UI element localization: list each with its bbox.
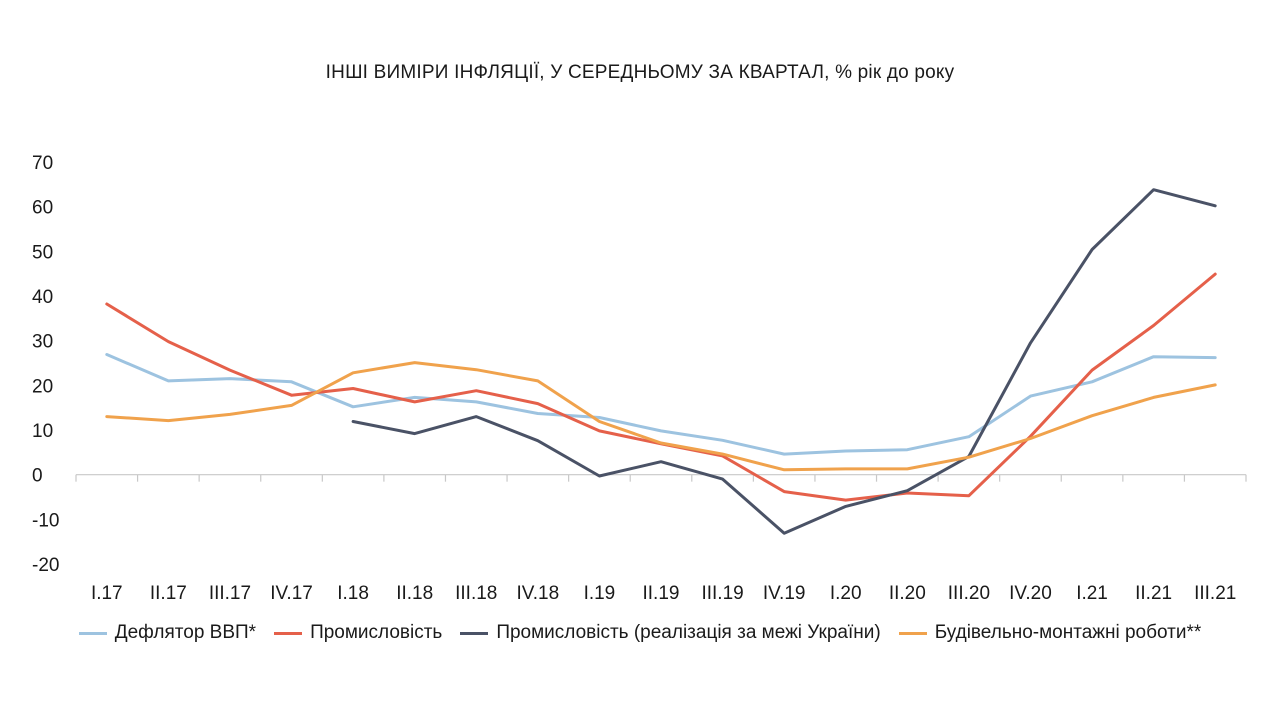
y-tick-label: 50 <box>32 242 53 263</box>
x-tick-label: II.17 <box>150 583 187 604</box>
x-tick-label: III.21 <box>1194 583 1236 604</box>
x-tick-label: I.21 <box>1076 583 1108 604</box>
y-axis-tick-labels: 70 60 50 40 30 20 10 0 -10 -20 <box>32 153 59 576</box>
series-line-4 <box>105 361 1217 472</box>
x-tick-label: IV.17 <box>270 583 313 604</box>
series-line-1 <box>105 353 1217 456</box>
x-tick-label: II.20 <box>889 583 926 604</box>
chart-title: ІНШІ ВИМІРИ ІНФЛЯЦІЇ, У СЕРЕДНЬОМУ ЗА КВ… <box>325 62 955 83</box>
legend-swatch <box>274 631 303 635</box>
y-tick-label: -20 <box>32 555 59 576</box>
legend-swatch <box>460 631 489 635</box>
legend-item-3: Промисловість (реалізація за межі Україн… <box>460 622 881 644</box>
series-line-3 <box>351 188 1217 535</box>
x-tick-label: I.20 <box>830 583 862 604</box>
legend-label: Промисловість (реалізація за межі Україн… <box>496 622 881 643</box>
series-line-2 <box>105 272 1217 502</box>
legend-item-4: Будівельно-монтажні роботи** <box>898 622 1202 644</box>
y-tick-label: 70 <box>32 153 53 174</box>
x-tick-label: IV.20 <box>1009 583 1052 604</box>
y-tick-label: -10 <box>32 510 59 531</box>
legend-label: Промисловість <box>310 622 443 643</box>
x-tick-label: IV.18 <box>517 583 560 604</box>
legend-swatch <box>78 631 107 635</box>
x-tick-label: III.19 <box>701 583 743 604</box>
x-tick-label: I.18 <box>337 583 369 604</box>
y-tick-label: 20 <box>32 376 53 397</box>
x-tick-label: I.19 <box>584 583 616 604</box>
legend-swatch <box>898 631 927 635</box>
y-tick-label: 10 <box>32 421 53 442</box>
y-tick-label: 60 <box>32 198 53 219</box>
y-tick-label: 30 <box>32 332 53 353</box>
y-tick-label: 40 <box>32 287 53 308</box>
legend-item-2: Промисловість <box>274 622 442 644</box>
x-tick-label: II.18 <box>396 583 433 604</box>
y-tick-label: 0 <box>32 466 43 487</box>
x-tick-label: II.19 <box>643 583 680 604</box>
x-tick-label: III.18 <box>455 583 497 604</box>
chart-legend: Дефлятор ВВП* Промисловість Промисловість … <box>0 622 1280 644</box>
x-tick-label: III.17 <box>209 583 251 604</box>
x-tick-label: III.20 <box>948 583 990 604</box>
legend-item-1: Дефлятор ВВП* <box>78 622 257 644</box>
x-axis-tick-labels: I.17 II.17 III.17 IV.17 I.18 II.18 III.18 IV.18… <box>91 583 1236 604</box>
x-tick-label: IV.19 <box>763 583 806 604</box>
legend-label: Дефлятор ВВП* <box>114 622 257 643</box>
series-lines <box>105 188 1217 535</box>
legend-label: Будівельно-монтажні роботи** <box>934 622 1202 643</box>
x-tick-label: I.17 <box>91 583 123 604</box>
x-axis <box>75 474 1247 482</box>
x-tick-label: II.21 <box>1135 583 1172 604</box>
